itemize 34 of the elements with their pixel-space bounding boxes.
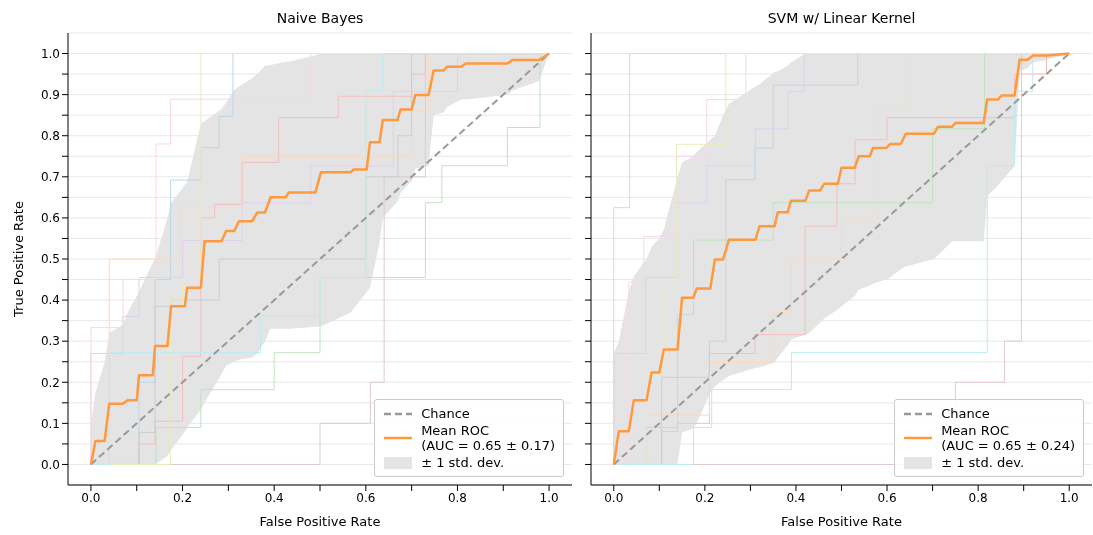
x-tick-label: 0.2 xyxy=(173,490,193,505)
y-tick-label: 0.7 xyxy=(40,170,60,185)
x-tick-label: 1.0 xyxy=(539,490,559,505)
x-tick-label: 0.0 xyxy=(604,490,624,505)
x-axis-title: False Positive Rate xyxy=(259,514,381,529)
y-tick-label: 0.6 xyxy=(40,211,60,226)
y-tick-label: 0.4 xyxy=(40,293,60,308)
annotation: ± 1 std. dev. xyxy=(421,455,505,470)
legend-label: Mean ROC (AUC = 0.65 ± 0.24) xyxy=(941,423,1075,453)
x-tick-label: 1.0 xyxy=(1059,490,1079,505)
x-tick-label: 0.6 xyxy=(356,490,376,505)
x-tick-label: 0.4 xyxy=(264,490,284,505)
x-tick-label: 0.0 xyxy=(81,490,101,505)
legend-label: Chance xyxy=(421,406,470,421)
x-tick-label: 0.6 xyxy=(877,490,897,505)
chart-title: Naive Bayes xyxy=(275,9,365,28)
y-tick-label: 0.2 xyxy=(40,375,60,390)
y-tick-label: 0.0 xyxy=(40,457,60,472)
y-axis-title: True Positive Rate xyxy=(10,201,26,318)
chart-title: SVM w/ Linear Kernel xyxy=(766,9,917,28)
annotation: ± 1 std. dev. xyxy=(941,455,1025,470)
y-tick-label: 0.9 xyxy=(40,87,60,102)
x-tick-label: 0.8 xyxy=(447,490,467,505)
y-tick-label: 1.0 xyxy=(40,46,60,61)
y-tick-label: 0.1 xyxy=(40,416,60,431)
x-axis-title: False Positive Rate xyxy=(781,514,902,529)
x-tick-label: 0.2 xyxy=(695,490,715,505)
y-tick-label: 0.5 xyxy=(40,252,60,267)
legend-label: Chance xyxy=(941,406,990,421)
y-tick-label: 0.3 xyxy=(40,334,60,349)
x-tick-label: 0.8 xyxy=(968,490,988,505)
legend-label: Mean ROC (AUC = 0.65 ± 0.17) xyxy=(421,423,555,453)
x-tick-label: 0.4 xyxy=(786,490,806,505)
y-tick-label: 0.8 xyxy=(40,128,60,143)
